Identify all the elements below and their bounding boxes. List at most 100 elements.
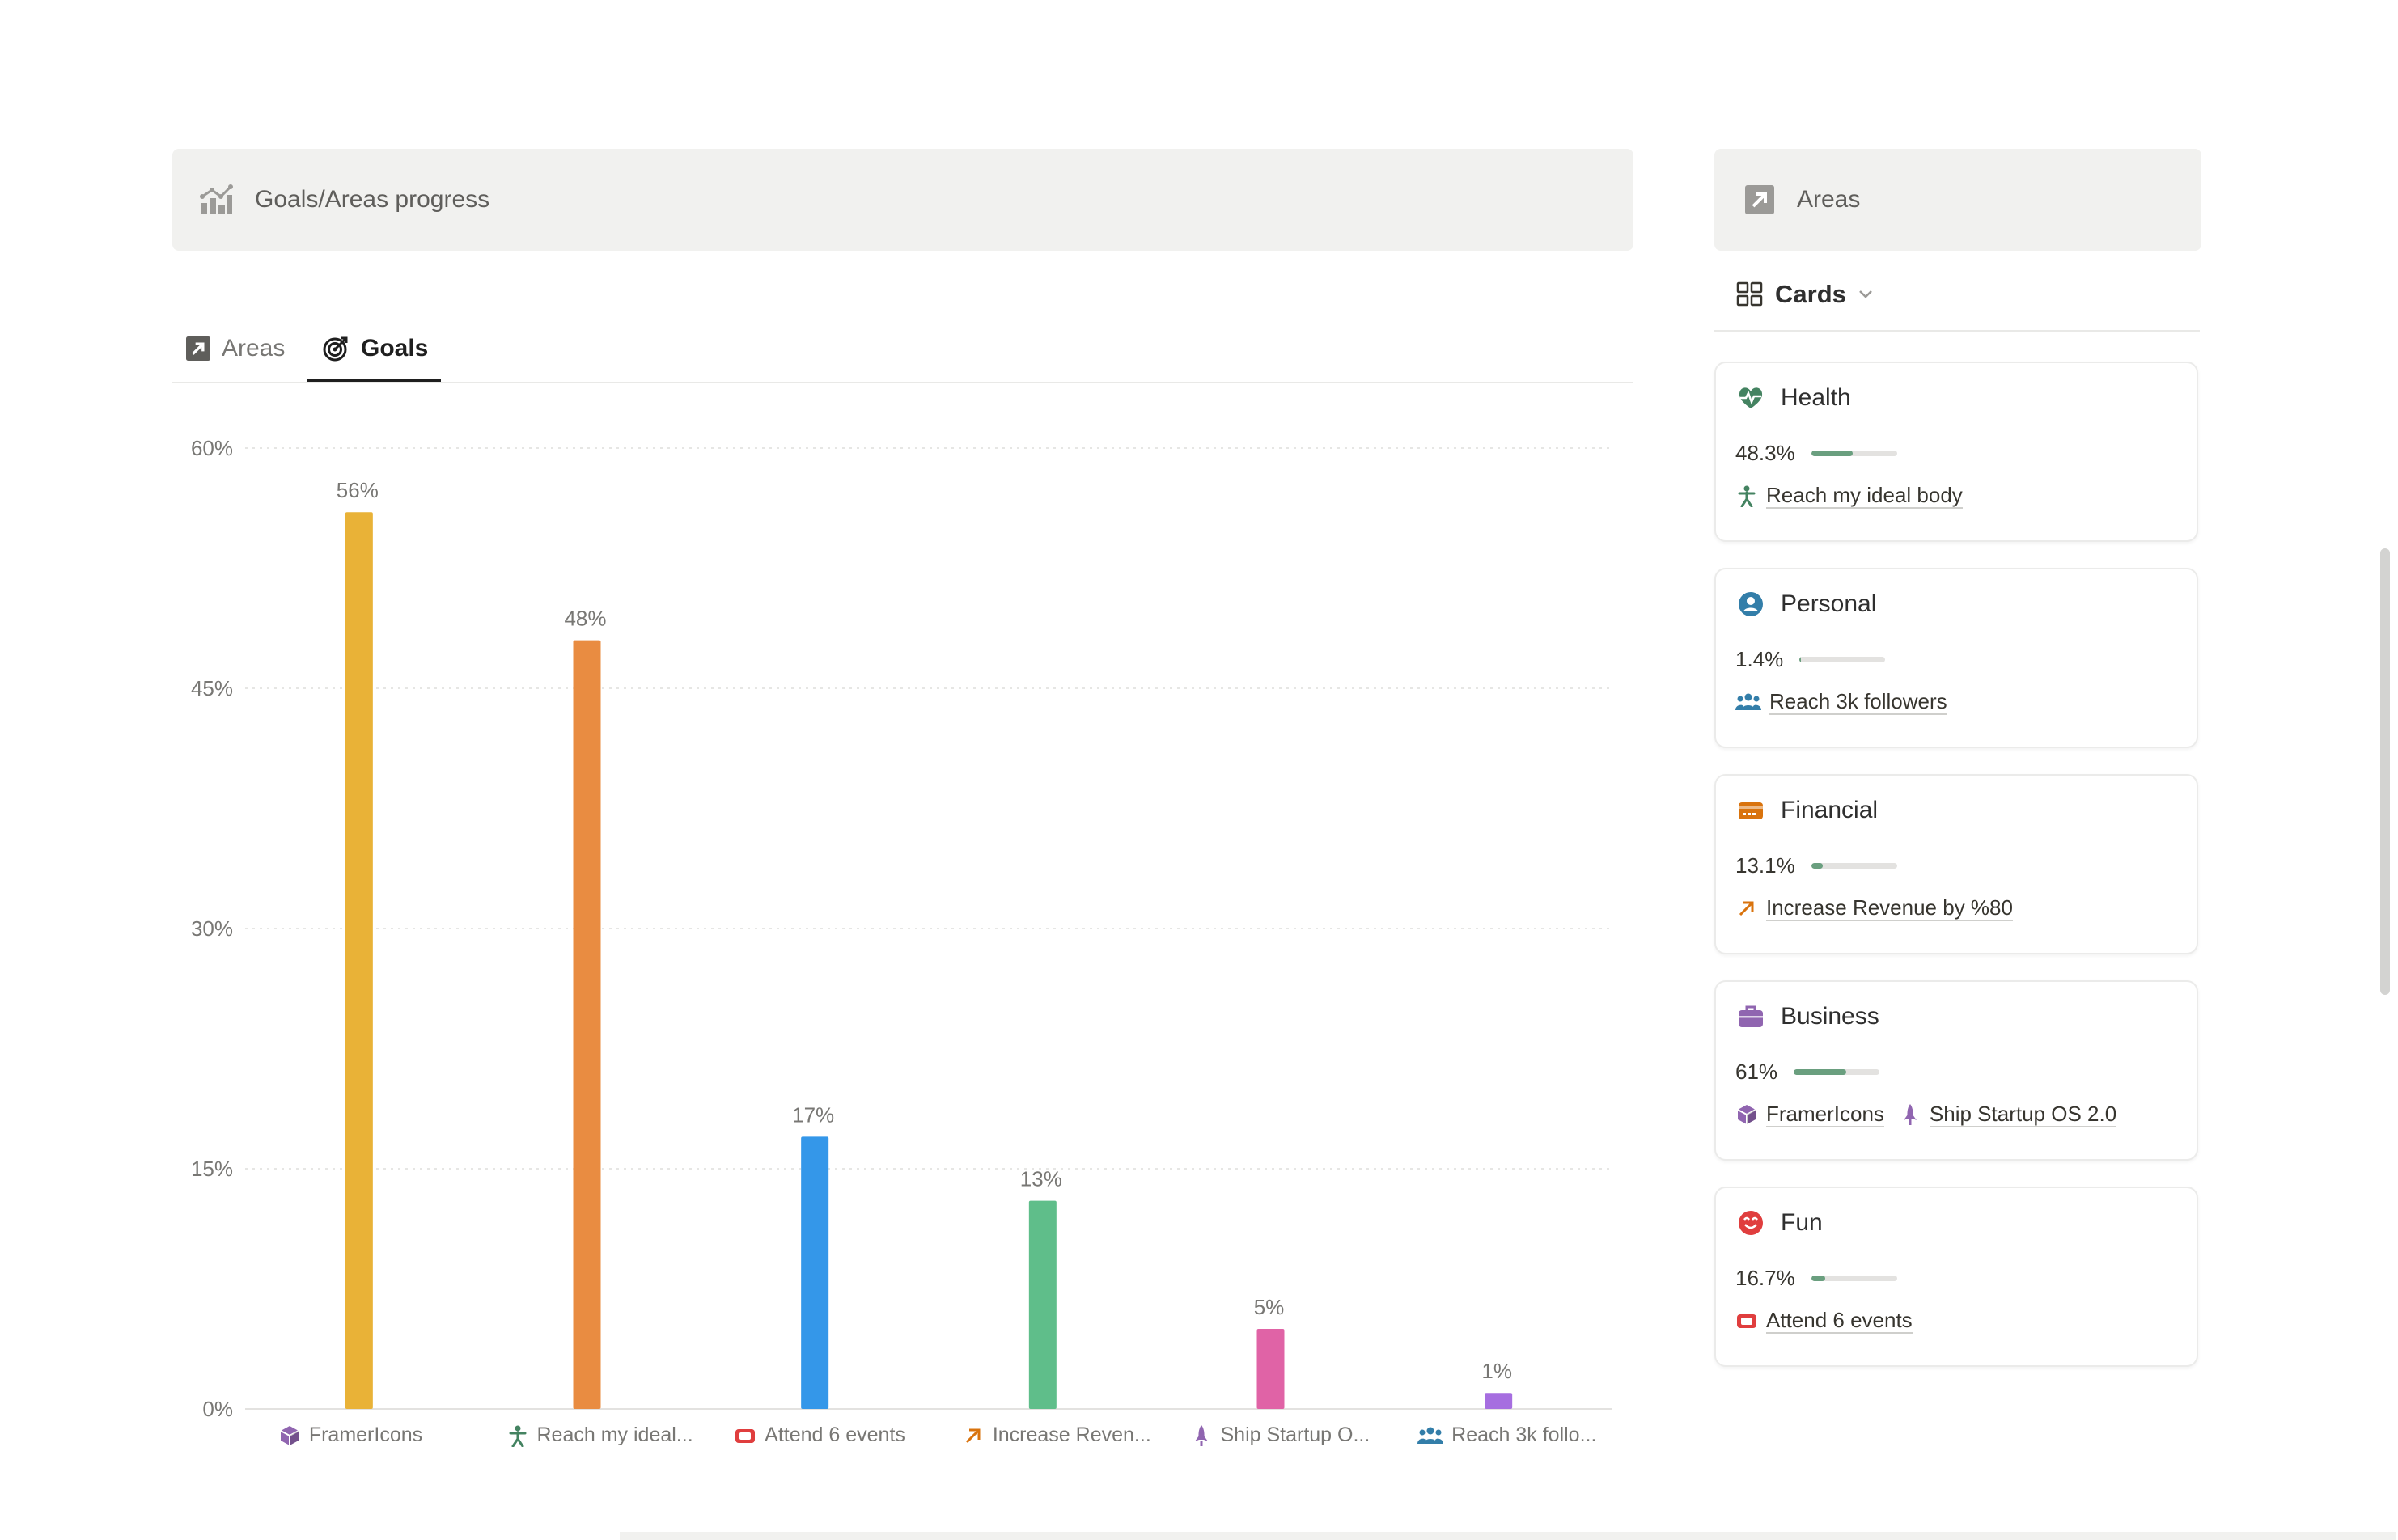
progress-value: 16.7% <box>1735 1266 1795 1290</box>
bar[interactable] <box>1028 1200 1057 1409</box>
y-tick-label: 45% <box>191 676 233 700</box>
relation-link[interactable]: FramerIcons <box>1735 1102 1884 1128</box>
card-progress: 1.4% <box>1735 647 1886 672</box>
progress-value: 13.1% <box>1735 853 1795 878</box>
bar-value-label: 13% <box>1020 1167 1062 1191</box>
tab-goals[interactable]: Goals <box>322 328 428 369</box>
rocket-icon <box>1190 1424 1213 1447</box>
arrow-up-right-square-icon <box>186 336 210 361</box>
y-tick-label: 0% <box>202 1397 233 1421</box>
relation-label: Attend 6 events <box>1766 1308 1913 1334</box>
chart-icon <box>198 182 234 218</box>
target-icon <box>322 335 350 362</box>
goals-areas-callout: Goals/Areas progress <box>172 149 1633 251</box>
arrow-up-right-icon <box>1735 897 1758 920</box>
heart-pulse-icon <box>1737 384 1765 412</box>
card-title: Financial <box>1737 797 1878 824</box>
tab-areas[interactable]: Areas <box>186 328 285 369</box>
x-axis-label: Attend 6 events <box>734 1424 936 1447</box>
progress-value: 1.4% <box>1735 647 1784 671</box>
person-icon <box>506 1424 529 1447</box>
relation-link[interactable]: Reach my ideal body <box>1735 483 1963 509</box>
card-title: Personal <box>1737 590 1876 618</box>
x-axis-label: Increase Reven... <box>962 1424 1164 1447</box>
x-axis-label: Ship Startup O... <box>1190 1424 1392 1447</box>
progress-value: 48.3% <box>1735 441 1795 465</box>
progress-bar-fill <box>1799 657 1801 662</box>
active-tab-indicator <box>307 379 441 382</box>
progress-bar-fill <box>1794 1069 1846 1075</box>
card-relations: Attend 6 events <box>1735 1308 1913 1334</box>
bar[interactable] <box>573 640 601 1409</box>
bar[interactable] <box>801 1136 829 1409</box>
card-title: Health <box>1737 384 1851 412</box>
relation-label: Increase Revenue by %80 <box>1766 895 2013 921</box>
area-card-business[interactable]: Business 61% FramerIcons Ship Startup OS… <box>1714 980 2198 1161</box>
view-selector[interactable]: Cards <box>1736 280 1874 309</box>
areas-callout-title: Areas <box>1797 186 1861 213</box>
progress-bar <box>1794 1069 1880 1075</box>
cube-icon <box>278 1424 301 1447</box>
grid-icon <box>1736 281 1764 308</box>
bar-value-label: 48% <box>564 607 606 631</box>
x-axis-label: Reach my ideal... <box>506 1424 709 1447</box>
chevron-down-icon <box>1858 289 1874 300</box>
progress-value: 61% <box>1735 1060 1778 1084</box>
arrow-up-right-icon <box>962 1424 985 1447</box>
user-circle-icon <box>1737 590 1765 618</box>
y-tick-label: 60% <box>191 436 233 460</box>
arrow-up-right-square-icon <box>1743 184 1776 216</box>
x-axis-label: Reach 3k follo... <box>1417 1424 1620 1447</box>
area-card-fun[interactable]: Fun 16.7% Attend 6 events <box>1714 1187 2198 1367</box>
cube-icon <box>1735 1103 1758 1126</box>
card-title-text: Health <box>1781 384 1851 411</box>
progress-bar-fill <box>1811 863 1823 869</box>
ticket-icon <box>1735 1309 1758 1332</box>
progress-bar-fill <box>1811 451 1853 456</box>
bottom-divider <box>620 1532 2396 1540</box>
relation-link[interactable]: Attend 6 events <box>1735 1308 1913 1334</box>
x-axis-label-text: Ship Startup O... <box>1220 1424 1371 1446</box>
bar-value-label: 5% <box>1254 1295 1285 1319</box>
area-card-health[interactable]: Health 48.3% Reach my ideal body <box>1714 362 2198 542</box>
card-progress: 13.1% <box>1735 853 1897 878</box>
card-progress: 16.7% <box>1735 1266 1897 1291</box>
scrollbar-thumb[interactable] <box>2380 548 2390 995</box>
progress-bar <box>1811 863 1897 869</box>
view-divider <box>1714 330 2200 332</box>
card-title-text: Business <box>1781 1003 1879 1030</box>
relation-link[interactable]: Increase Revenue by %80 <box>1735 895 2013 921</box>
card-relations: Increase Revenue by %80 <box>1735 895 2013 921</box>
people-icon <box>1735 691 1761 713</box>
x-axis-label: FramerIcons <box>278 1424 481 1447</box>
area-card-personal[interactable]: Personal 1.4% Reach 3k followers <box>1714 568 2198 748</box>
person-icon <box>1735 484 1758 507</box>
relation-link[interactable]: Reach 3k followers <box>1735 689 1947 715</box>
card-progress: 61% <box>1735 1060 1880 1085</box>
bar-value-label: 1% <box>1481 1359 1512 1383</box>
bar[interactable] <box>1256 1329 1285 1409</box>
briefcase-icon <box>1737 1003 1765 1030</box>
card-relations: FramerIcons Ship Startup OS 2.0 <box>1735 1102 2117 1128</box>
bar-value-label: 56% <box>337 478 379 502</box>
tab-goals-label: Goals <box>361 335 429 362</box>
card-icon <box>1737 797 1765 824</box>
relation-label: Reach 3k followers <box>1769 689 1947 715</box>
y-tick-label: 30% <box>191 916 233 941</box>
bar[interactable] <box>345 512 373 1410</box>
card-relations: Reach 3k followers <box>1735 689 1947 715</box>
relation-label: Reach my ideal body <box>1766 483 1963 509</box>
x-axis-label-text: Attend 6 events <box>765 1424 905 1446</box>
card-title-text: Fun <box>1781 1209 1823 1236</box>
bar[interactable] <box>1485 1393 1513 1409</box>
relation-label: FramerIcons <box>1766 1102 1884 1128</box>
y-tick-label: 15% <box>191 1157 233 1181</box>
tab-areas-label: Areas <box>222 335 286 362</box>
progress-bar <box>1811 451 1897 456</box>
x-axis-label-text: Reach my ideal... <box>536 1424 693 1446</box>
x-axis-label-text: Reach 3k follo... <box>1451 1424 1597 1446</box>
card-relations: Reach my ideal body <box>1735 483 1963 509</box>
relation-link[interactable]: Ship Startup OS 2.0 <box>1899 1102 2117 1128</box>
area-card-financial[interactable]: Financial 13.1% Increase Revenue by %80 <box>1714 774 2198 954</box>
progress-bar <box>1811 1276 1897 1281</box>
